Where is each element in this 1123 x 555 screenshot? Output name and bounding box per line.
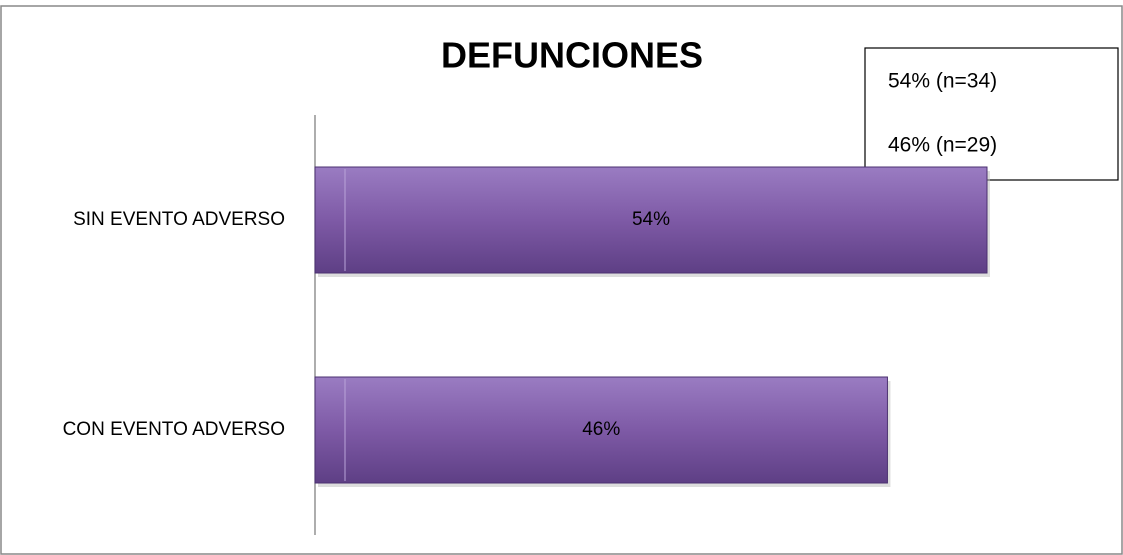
legend-entry: 54% (n=34) <box>888 70 997 93</box>
chart-title: DEFUNCIONES <box>441 35 703 76</box>
data-label: 54% <box>632 209 670 230</box>
category-label: CON EVENTO ADVERSO <box>63 419 285 440</box>
bar <box>314 166 988 274</box>
data-label: 46% <box>582 419 620 440</box>
category-label: SIN EVENTO ADVERSO <box>73 209 285 230</box>
legend-entry: 46% (n=29) <box>888 134 997 157</box>
bar <box>314 376 888 484</box>
legend-box <box>864 47 1119 181</box>
